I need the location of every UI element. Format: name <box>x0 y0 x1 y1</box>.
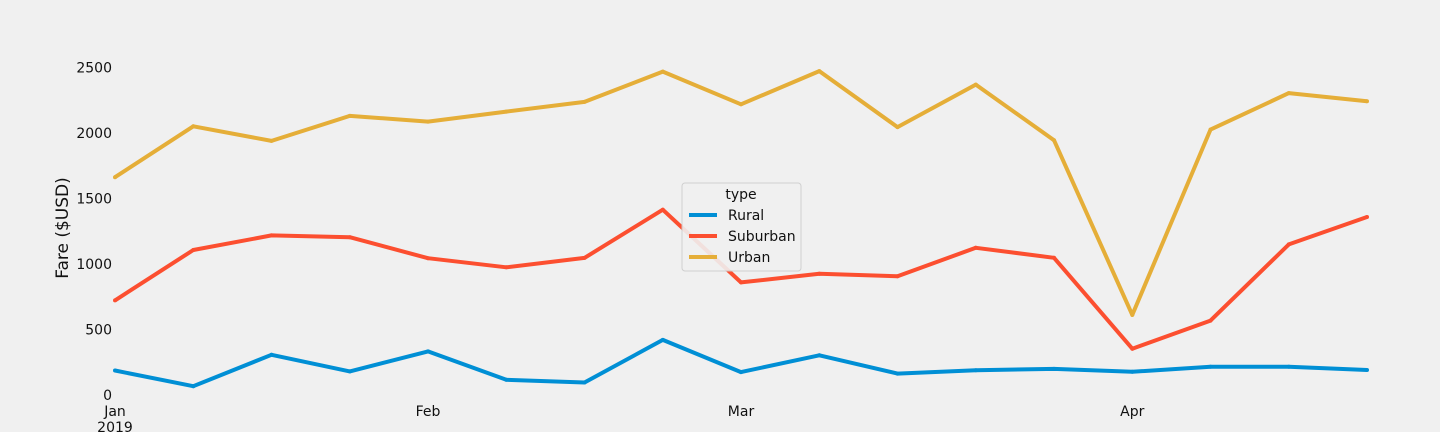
data-point-rural <box>1208 364 1213 369</box>
data-point-suburban <box>1052 255 1056 260</box>
series-layer <box>113 69 1369 389</box>
legend-label-urban: Urban <box>728 250 770 266</box>
data-point-rural <box>1286 364 1291 369</box>
data-point-suburban <box>191 248 196 252</box>
y-tick-label: 2000 <box>76 126 112 142</box>
data-point-urban <box>1208 127 1213 132</box>
data-point-suburban <box>1286 242 1291 247</box>
data-point-urban <box>113 175 117 180</box>
data-point-rural <box>739 370 743 375</box>
y-tick-label: 2500 <box>76 60 112 76</box>
data-point-rural <box>1365 368 1369 372</box>
data-point-rural <box>973 368 978 373</box>
data-point-urban <box>1130 312 1135 317</box>
data-point-urban <box>739 102 743 107</box>
data-point-suburban <box>269 233 274 238</box>
legend-title: type <box>725 187 756 203</box>
x-tick-label: Apr <box>1120 404 1144 420</box>
data-point-rural <box>191 384 196 389</box>
data-point-urban <box>191 124 196 129</box>
data-point-suburban <box>1130 346 1135 351</box>
y-tick-label: 1000 <box>76 257 112 273</box>
data-point-urban <box>582 99 587 104</box>
series-line-rural <box>114 337 1368 389</box>
data-point-rural <box>426 349 430 354</box>
data-point-suburban <box>1208 318 1213 323</box>
data-point-urban <box>1365 99 1369 104</box>
data-point-suburban <box>817 271 822 276</box>
data-point-suburban <box>113 298 117 303</box>
data-point-urban <box>660 69 665 74</box>
data-point-suburban <box>973 245 978 250</box>
data-point-rural <box>113 368 117 373</box>
legend-label-rural: Rural <box>728 208 764 224</box>
data-point-rural <box>582 380 587 385</box>
data-point-urban <box>347 113 352 118</box>
data-point-urban <box>269 138 274 143</box>
data-point-urban <box>426 119 430 124</box>
plot-area <box>113 69 1369 389</box>
data-point-rural <box>347 369 352 374</box>
x-tick-label: Feb <box>416 404 441 420</box>
x-tick-sublabel: 2019 <box>97 420 133 432</box>
data-point-suburban <box>895 274 900 279</box>
data-point-urban <box>1286 91 1291 96</box>
data-point-suburban <box>1365 215 1369 219</box>
data-point-rural <box>660 337 665 342</box>
data-point-suburban <box>739 280 743 285</box>
legend-items: Rural Suburban Urban <box>689 208 796 266</box>
data-point-urban <box>895 125 900 130</box>
legend: type Rural Suburban Urban <box>681 182 802 272</box>
legend-label-suburban: Suburban <box>728 229 796 245</box>
data-point-rural <box>895 371 900 376</box>
data-point-suburban <box>347 235 352 240</box>
data-point-suburban <box>582 255 587 260</box>
data-point-urban <box>1052 138 1056 143</box>
data-point-rural <box>817 353 822 358</box>
data-point-rural <box>1052 366 1056 371</box>
data-point-suburban <box>504 265 509 270</box>
legend-box <box>681 182 802 272</box>
data-point-urban <box>973 82 978 87</box>
data-point-urban <box>817 69 822 74</box>
x-tick-label: Jan <box>103 404 126 420</box>
y-tick-label: 0 <box>103 388 112 404</box>
data-point-rural <box>269 352 274 357</box>
data-point-suburban <box>660 207 665 212</box>
y-tick-label: 1500 <box>76 191 112 207</box>
y-axis-label: Fare ($USD) <box>53 177 73 279</box>
data-point-rural <box>1130 369 1135 374</box>
data-point-urban <box>504 109 509 114</box>
data-point-rural <box>504 377 509 382</box>
data-point-suburban <box>426 256 430 261</box>
y-axis-ticks: 0 500 1000 1500 2000 2500 <box>76 60 112 404</box>
y-tick-label: 500 <box>85 322 112 338</box>
x-tick-label: Mar <box>728 404 755 420</box>
